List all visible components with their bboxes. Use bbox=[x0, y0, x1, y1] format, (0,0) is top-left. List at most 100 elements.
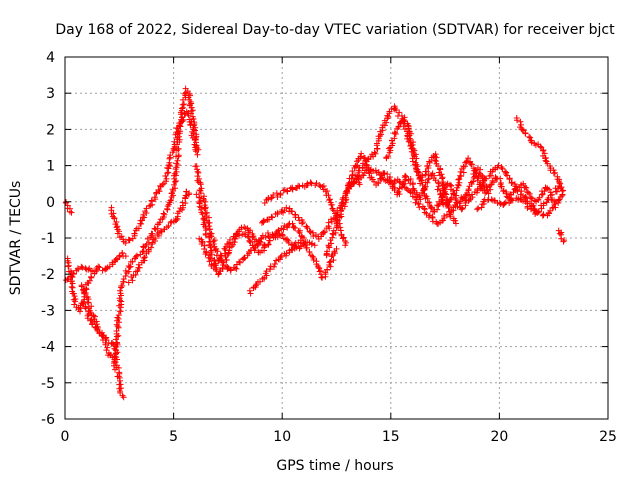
data-point bbox=[155, 186, 162, 193]
data-point bbox=[125, 279, 132, 286]
data-point bbox=[446, 181, 453, 188]
data-point bbox=[91, 313, 98, 320]
x-tick-label: 20 bbox=[490, 429, 508, 445]
data-point bbox=[424, 163, 431, 170]
data-point bbox=[375, 179, 382, 186]
data-point bbox=[114, 230, 121, 237]
axis-ticks: 0 5 10 15 20 25 -6 -5 -4 -3 -2 -1 0 1 2 3 4 bbox=[41, 50, 617, 445]
data-point bbox=[103, 347, 110, 354]
data-point bbox=[538, 205, 545, 212]
data-point bbox=[228, 243, 235, 250]
data-point bbox=[330, 207, 337, 214]
data-point bbox=[304, 182, 311, 189]
data-point bbox=[470, 178, 477, 185]
data-point bbox=[117, 381, 124, 388]
data-point bbox=[535, 208, 542, 215]
data-point bbox=[550, 170, 557, 177]
data-point bbox=[337, 227, 344, 234]
y-tick-label: -5 bbox=[41, 376, 55, 392]
data-point bbox=[453, 187, 460, 194]
data-point bbox=[283, 223, 290, 230]
data-point bbox=[103, 265, 110, 272]
data-point bbox=[65, 262, 72, 269]
data-point bbox=[246, 238, 253, 245]
data-point bbox=[384, 171, 391, 178]
data-point bbox=[160, 210, 167, 217]
data-point bbox=[419, 181, 426, 188]
data-point bbox=[354, 172, 361, 179]
data-point bbox=[439, 175, 446, 182]
data-point bbox=[302, 242, 309, 249]
data-point bbox=[266, 237, 273, 244]
data-point bbox=[179, 114, 186, 121]
data-point bbox=[149, 230, 156, 237]
data-point bbox=[240, 230, 247, 237]
data-point bbox=[210, 240, 217, 247]
data-point bbox=[497, 175, 504, 182]
data-point bbox=[322, 188, 329, 195]
data-point bbox=[262, 234, 269, 241]
data-point bbox=[328, 218, 335, 225]
data-point bbox=[319, 274, 326, 281]
data-point bbox=[120, 278, 127, 285]
data-point bbox=[306, 248, 313, 255]
data-point bbox=[522, 130, 529, 137]
data-point bbox=[405, 125, 412, 132]
data-point bbox=[518, 188, 525, 195]
data-point bbox=[300, 235, 307, 241]
data-point bbox=[414, 166, 421, 173]
data-point bbox=[523, 184, 530, 191]
data-point bbox=[261, 241, 268, 248]
data-point bbox=[142, 208, 149, 215]
data-point bbox=[237, 259, 244, 266]
data-point bbox=[524, 204, 531, 211]
data-point bbox=[78, 263, 85, 270]
data-point bbox=[474, 206, 481, 213]
data-point bbox=[542, 157, 549, 164]
data-point bbox=[214, 248, 221, 255]
y-tick-label: -6 bbox=[41, 412, 55, 428]
data-point bbox=[284, 236, 291, 243]
data-point bbox=[171, 138, 178, 145]
data-point bbox=[74, 265, 81, 272]
data-point bbox=[306, 228, 313, 235]
data-point bbox=[134, 268, 141, 275]
data-point bbox=[179, 105, 186, 112]
data-point bbox=[466, 196, 473, 203]
data-point bbox=[245, 229, 252, 236]
data-point bbox=[500, 188, 507, 195]
data-point bbox=[207, 255, 214, 262]
data-point bbox=[520, 198, 527, 205]
data-point bbox=[157, 182, 164, 189]
data-point bbox=[553, 188, 560, 195]
data-point bbox=[269, 231, 276, 238]
data-point bbox=[156, 219, 163, 226]
data-point bbox=[95, 263, 102, 270]
data-point bbox=[556, 179, 563, 186]
data-point bbox=[372, 150, 379, 157]
data-point bbox=[81, 290, 88, 297]
data-point bbox=[99, 267, 106, 274]
data-point bbox=[199, 211, 206, 218]
data-point bbox=[389, 140, 396, 147]
data-point bbox=[165, 222, 172, 229]
data-point bbox=[260, 218, 267, 225]
data-point bbox=[90, 312, 97, 319]
data-point bbox=[71, 293, 78, 300]
data-point bbox=[504, 172, 511, 179]
data-point bbox=[247, 239, 254, 246]
data-point bbox=[412, 199, 419, 206]
data-point bbox=[304, 225, 311, 232]
data-point bbox=[65, 268, 72, 275]
data-point bbox=[514, 117, 521, 124]
data-point bbox=[415, 201, 422, 208]
data-point bbox=[377, 175, 384, 182]
data-point bbox=[197, 181, 204, 188]
data-point bbox=[340, 234, 347, 241]
data-point bbox=[502, 199, 509, 206]
data-point bbox=[241, 224, 248, 231]
data-point bbox=[330, 257, 337, 264]
data-point bbox=[126, 264, 133, 271]
data-point bbox=[328, 216, 335, 223]
data-point bbox=[152, 235, 159, 242]
